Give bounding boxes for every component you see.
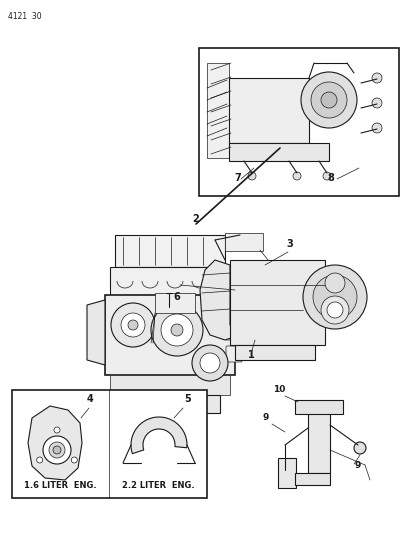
Circle shape — [320, 92, 336, 108]
Polygon shape — [28, 406, 82, 480]
Circle shape — [320, 296, 348, 324]
Text: 5: 5 — [184, 394, 190, 404]
Circle shape — [371, 73, 381, 83]
Circle shape — [292, 172, 300, 180]
Circle shape — [161, 314, 193, 346]
Polygon shape — [200, 260, 239, 340]
Text: 4: 4 — [87, 394, 94, 404]
Circle shape — [111, 303, 155, 347]
Circle shape — [191, 345, 227, 381]
Bar — [105, 295, 234, 375]
Circle shape — [247, 172, 255, 180]
Bar — [110, 267, 229, 295]
Circle shape — [121, 313, 145, 337]
Text: 10: 10 — [272, 385, 285, 394]
Circle shape — [128, 320, 138, 330]
Bar — [277, 458, 295, 488]
Circle shape — [49, 442, 65, 458]
FancyBboxPatch shape — [225, 346, 241, 362]
Circle shape — [300, 72, 356, 128]
Circle shape — [171, 324, 182, 336]
Circle shape — [371, 98, 381, 108]
Bar — [110, 375, 229, 395]
Bar — [225, 233, 262, 251]
Bar — [198, 48, 398, 196]
Bar — [120, 395, 220, 413]
Circle shape — [326, 302, 342, 318]
Text: 2.2 LITER  ENG.: 2.2 LITER ENG. — [121, 481, 194, 490]
Circle shape — [324, 273, 344, 293]
Bar — [234, 345, 314, 360]
Bar — [207, 63, 229, 158]
Text: 9: 9 — [262, 413, 269, 422]
Text: 7: 7 — [234, 173, 240, 183]
Text: 9: 9 — [354, 461, 360, 470]
Circle shape — [151, 304, 202, 356]
Bar — [229, 260, 324, 345]
FancyBboxPatch shape — [225, 302, 241, 318]
Text: 6: 6 — [173, 292, 179, 302]
Text: 1: 1 — [247, 350, 254, 360]
Bar — [12, 390, 207, 498]
Bar — [294, 400, 342, 414]
Circle shape — [200, 353, 220, 373]
Circle shape — [302, 265, 366, 329]
Circle shape — [36, 457, 43, 463]
FancyBboxPatch shape — [225, 324, 241, 340]
Circle shape — [43, 436, 71, 464]
Bar — [155, 293, 195, 313]
Polygon shape — [131, 417, 187, 454]
Text: 1.6 LITER  ENG.: 1.6 LITER ENG. — [24, 481, 96, 490]
Circle shape — [371, 123, 381, 133]
Circle shape — [71, 457, 77, 463]
Bar — [115, 235, 225, 267]
Bar — [229, 143, 328, 161]
Text: 4121  30: 4121 30 — [8, 12, 42, 21]
Circle shape — [54, 427, 60, 433]
Circle shape — [312, 275, 356, 319]
Text: 2: 2 — [191, 214, 198, 224]
Text: 3: 3 — [285, 239, 292, 249]
Circle shape — [353, 442, 365, 454]
Bar — [294, 473, 329, 485]
Polygon shape — [87, 300, 105, 365]
Circle shape — [322, 172, 330, 180]
Bar — [229, 78, 308, 143]
Circle shape — [53, 446, 61, 454]
Bar — [307, 408, 329, 473]
Circle shape — [310, 82, 346, 118]
Text: 8: 8 — [326, 173, 333, 183]
